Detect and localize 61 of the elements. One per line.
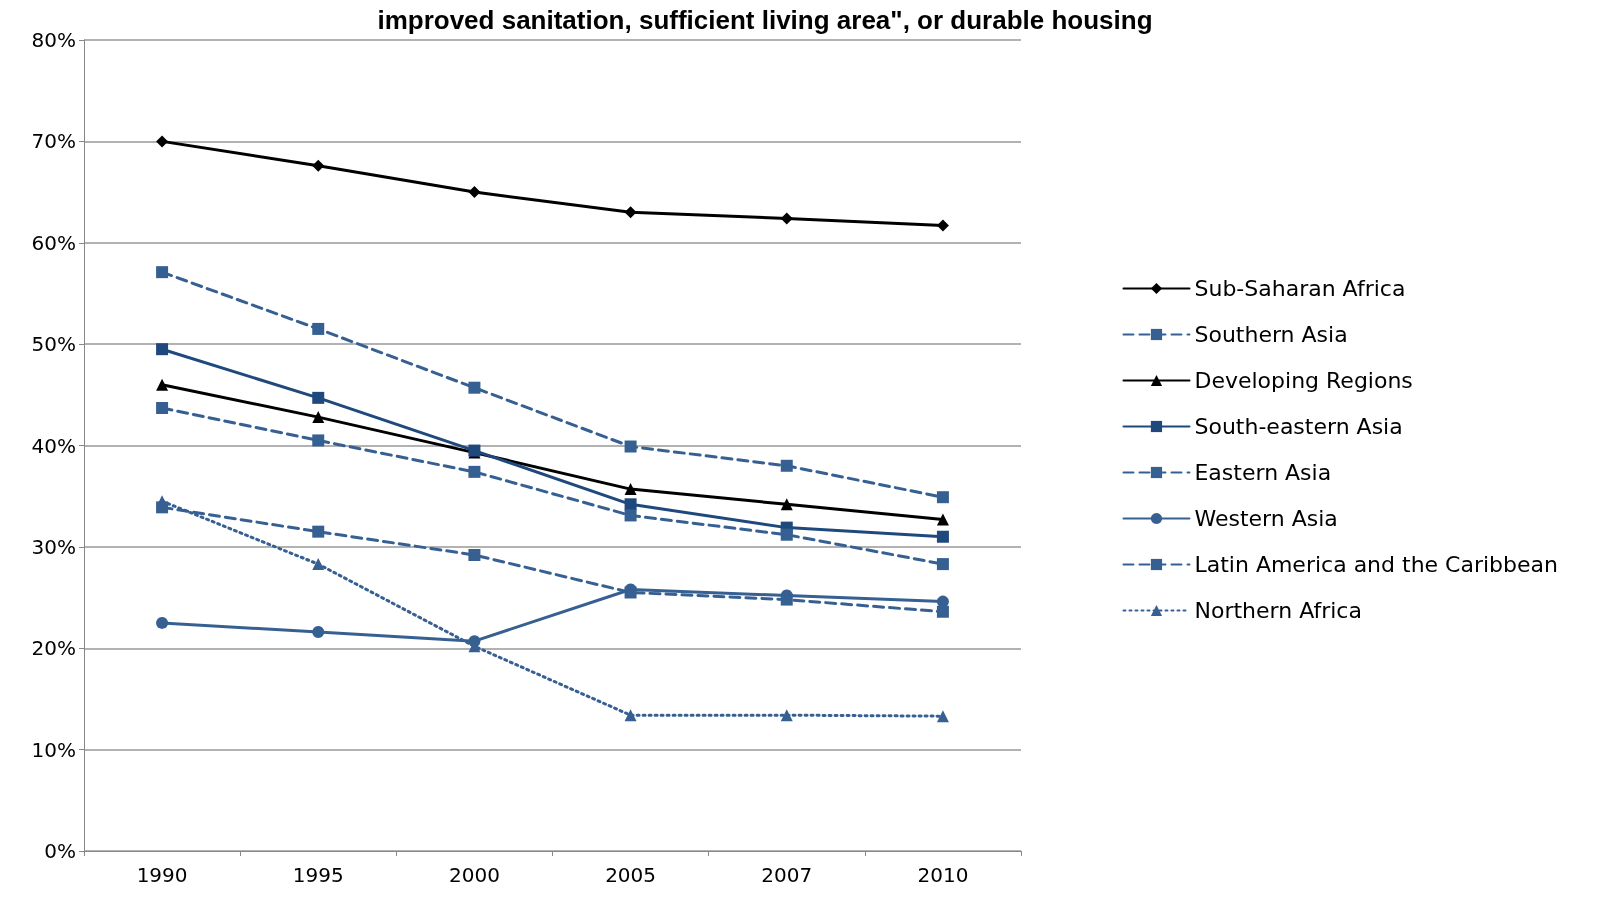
point <box>156 266 169 279</box>
y-tick-label: 80% <box>31 28 76 52</box>
point <box>780 459 793 472</box>
point <box>312 626 325 639</box>
point <box>624 483 637 496</box>
legend-label: Northern Africa <box>1194 598 1362 623</box>
point <box>780 593 793 606</box>
x-tick-label: 1990 <box>136 863 188 887</box>
point <box>936 530 949 543</box>
y-tick-label: 40% <box>31 433 76 458</box>
point <box>156 401 169 414</box>
y-tick-label: 10% <box>31 737 76 762</box>
point <box>156 616 169 629</box>
point <box>624 440 637 453</box>
point <box>780 498 793 511</box>
point <box>936 710 949 723</box>
x-tick-label: 2007 <box>761 863 813 887</box>
point <box>936 513 949 526</box>
point <box>936 558 949 571</box>
point <box>624 509 637 522</box>
point <box>312 159 325 172</box>
point <box>468 465 481 478</box>
point <box>624 206 637 219</box>
legend-label: Developing Regions <box>1194 368 1413 393</box>
x-tick-label: 2000 <box>448 863 500 887</box>
x-tick-label: 2010 <box>917 863 969 887</box>
point <box>312 322 325 335</box>
point <box>936 491 949 504</box>
point <box>312 434 325 447</box>
point <box>312 525 325 538</box>
y-tick-label: 60% <box>31 230 76 255</box>
point <box>780 212 793 225</box>
point <box>468 381 481 394</box>
point <box>468 548 481 561</box>
x-tick-label: 1995 <box>292 863 344 887</box>
y-tick-label: 0% <box>44 839 76 863</box>
point <box>312 391 325 404</box>
legend-label: Southern Asia <box>1194 322 1348 347</box>
point <box>312 411 325 424</box>
legend-label: South-eastern Asia <box>1194 414 1403 439</box>
point <box>312 558 325 571</box>
point <box>936 219 949 232</box>
y-tick-label: 30% <box>31 534 76 559</box>
point <box>156 343 169 356</box>
point <box>936 605 949 618</box>
x-tick-label: 2005 <box>605 863 657 887</box>
y-tick-label: 70% <box>31 129 76 154</box>
point <box>156 378 169 391</box>
y-tick-label: 50% <box>31 332 76 357</box>
legend-label: Western Asia <box>1194 506 1338 531</box>
point <box>156 135 169 148</box>
legend-label: Sub-Saharan Africa <box>1194 276 1406 301</box>
y-tick-label: 20% <box>31 636 76 661</box>
legend-label: Latin America and the Caribbean <box>1194 552 1558 577</box>
chart-title: improved sanitation, sufficient living area", or durable housing <box>377 5 1153 35</box>
point <box>624 498 637 511</box>
point <box>624 709 637 722</box>
point <box>780 709 793 722</box>
point <box>468 186 481 199</box>
legend-label: Eastern Asia <box>1194 460 1332 485</box>
point <box>780 528 793 541</box>
